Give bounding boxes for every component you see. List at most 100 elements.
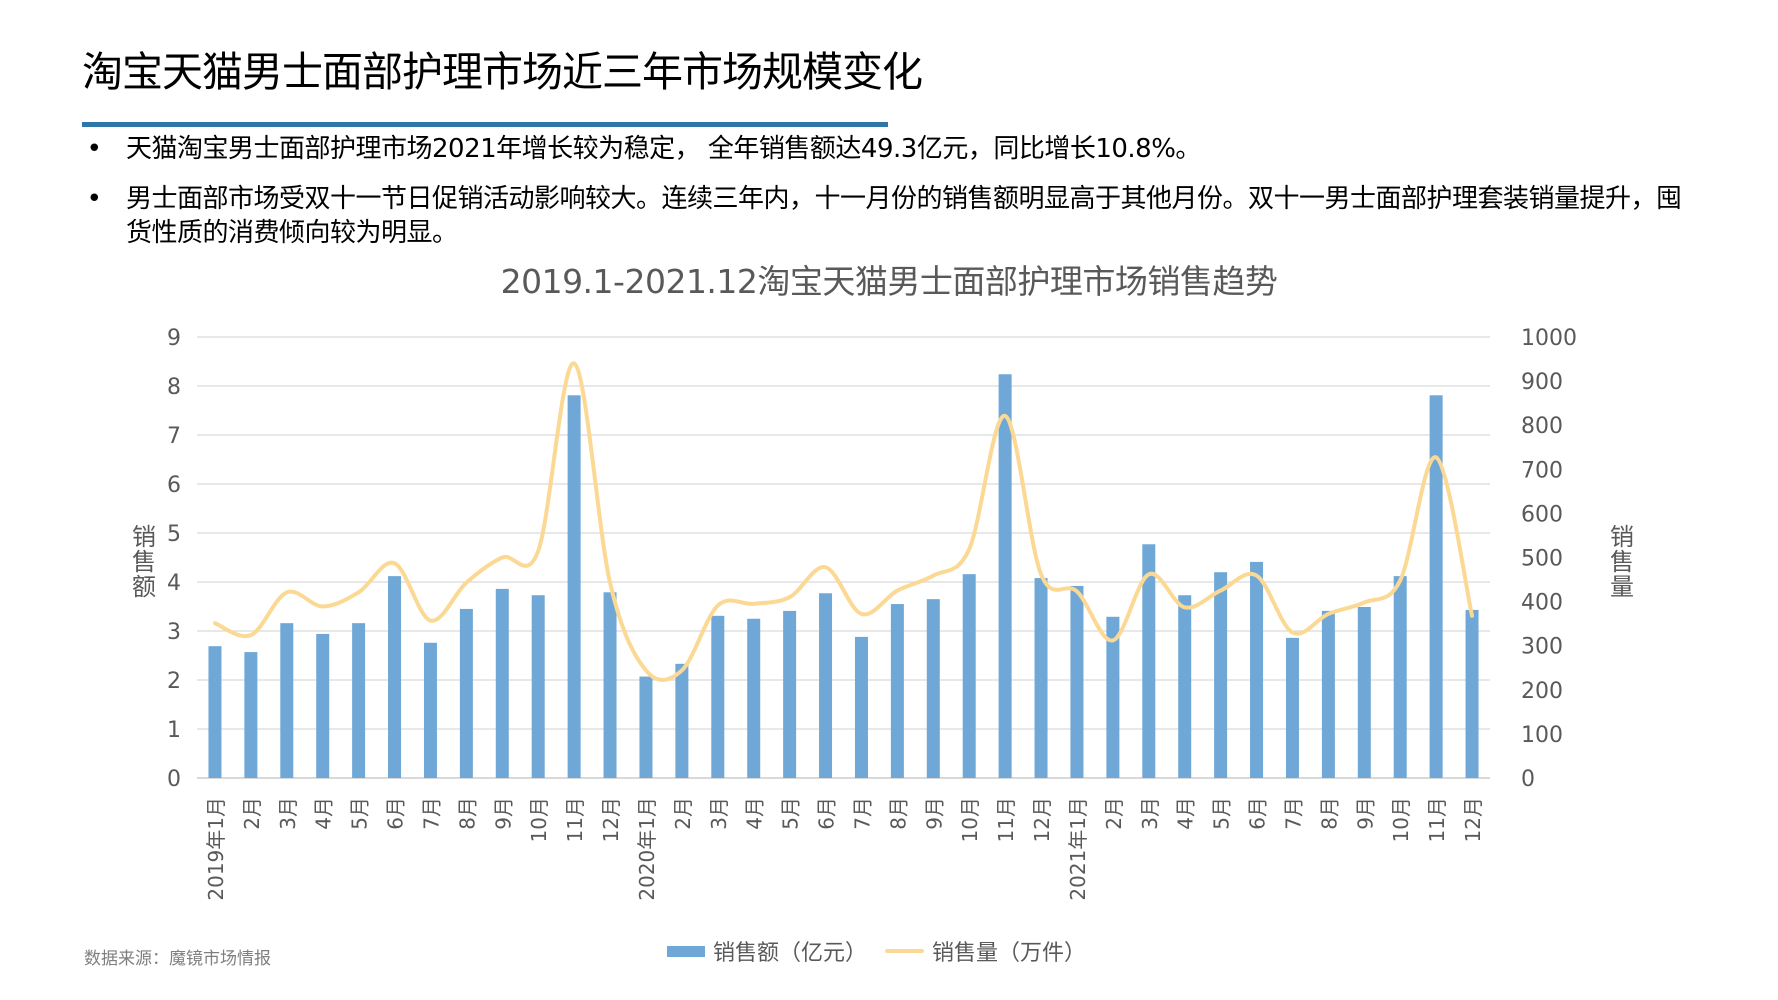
y-tick-label: 0 [167,767,181,792]
y2-axis-title-char: 销 [1610,523,1634,551]
y-tick-label: 1 [167,718,181,743]
bar [423,642,437,778]
y-tick-label: 5 [167,522,181,547]
y2-axis-title-char: 量 [1610,573,1634,601]
legend-item-sales-amount: 销售额（亿元） [667,935,867,967]
x-tick-label: 3月 [707,797,731,830]
bar [854,636,868,778]
bullet-item: • 天猫淘宝男士面部护理市场2021年增长较为稳定， 全年销售额达49.3亿元，… [80,132,1700,166]
bar [890,604,904,778]
bar [1357,606,1371,778]
bar [1321,610,1335,778]
legend-label: 销售量（万件） [932,941,1087,966]
x-tick-label: 6月 [1246,797,1270,830]
y2-tick-label: 500 [1521,547,1563,572]
x-tick-label: 3月 [1138,797,1162,830]
bar [531,595,545,778]
bullet-marker: • [86,134,102,164]
x-tick-label: 10月 [1389,797,1413,842]
y2-axis-title-char: 售 [1610,548,1634,576]
x-tick-label: 2020年1月 [635,797,659,901]
y2-tick-label: 400 [1521,591,1563,616]
x-tick-label: 9月 [1353,797,1377,830]
x-tick-label: 4月 [1174,797,1198,830]
bar [603,592,617,778]
y-axis-title-char: 销 [132,523,156,551]
bar [1285,637,1299,778]
gridlines [197,336,1490,779]
data-source-note: 数据来源：魔镜市场情报 [84,949,271,969]
bar [1142,544,1156,778]
bar [747,618,761,778]
y-axis-title-char: 额 [132,573,156,601]
bar [1178,595,1192,778]
bar [819,593,833,778]
bar [280,623,294,778]
chart-title: 2019.1-2021.12淘宝天猫男士面部护理市场销售趋势 [500,262,1278,301]
x-tick-label: 11月 [1425,797,1449,842]
x-tick-label: 7月 [1281,797,1305,830]
bullet-marker: • [86,184,102,214]
bar [926,599,940,778]
bar [1465,609,1479,778]
x-tick-label: 8月 [455,797,479,830]
x-tick-label: 11月 [994,797,1018,842]
x-tick-label: 7月 [850,797,874,830]
y2-tick-label: 100 [1521,723,1563,748]
y-tick-label: 4 [167,571,181,596]
x-tick-label: 2月 [1102,797,1126,830]
y-tick-label: 6 [167,473,181,498]
x-tick-label: 2月 [240,797,264,830]
bar [567,395,581,778]
x-tick-label: 5月 [348,797,372,830]
y2-tick-label: 800 [1521,414,1563,439]
x-tick-label: 2021年1月 [1066,797,1090,901]
y2-tick-label: 700 [1521,458,1563,483]
x-tick-label: 12月 [1461,797,1485,842]
title-underline [82,122,888,127]
bar [244,652,258,778]
bar [208,646,222,778]
bar [639,676,653,778]
bar [711,615,725,778]
x-tick-label: 12月 [1030,797,1054,842]
x-tick-label: 4月 [743,797,767,830]
bar-series-sales-amount [208,374,1479,778]
bar [1106,616,1120,778]
bar-swatch-icon [667,945,705,957]
y-tick-label: 9 [167,326,181,351]
y-tick-label: 2 [167,669,181,694]
y-axis-right: 0 100 200 300 400 500 600 700 800 900 1000 [1521,326,1577,792]
x-tick-label: 5月 [779,797,803,830]
y2-tick-label: 600 [1521,502,1563,527]
legend-label: 销售额（亿元） [713,941,868,966]
bar [962,574,976,778]
bar [316,633,330,778]
bar [1393,576,1407,778]
bar [675,663,689,778]
y2-tick-label: 900 [1521,370,1563,395]
bar [998,374,1012,778]
y2-tick-label: 200 [1521,679,1563,704]
x-tick-label: 5月 [1210,797,1234,830]
y2-tick-label: 1000 [1521,326,1577,351]
x-tick-label: 6月 [815,797,839,830]
bar [1429,395,1443,778]
bullet-text: 天猫淘宝男士面部护理市场2021年增长较为稳定， 全年销售额达49.3亿元，同比… [126,134,1201,164]
x-tick-label: 8月 [1317,797,1341,830]
x-tick-label: 12月 [599,797,623,842]
x-axis: 2019年1月 2月 3月 4月 5月 6月 7月 8月 9月 10月 11月 12月 2020年1月 2… [204,797,1485,901]
sales-volume-line [212,361,1475,682]
x-tick-label: 9月 [922,797,946,830]
y2-tick-label: 0 [1521,767,1535,792]
page-title: 淘宝天猫男士面部护理市场近三年市场规模变化 [82,48,923,96]
x-tick-label: 2019年1月 [204,797,228,901]
line-swatch-icon [885,949,925,953]
x-tick-label: 10月 [958,797,982,842]
bar [495,588,509,778]
bullet-text: 男士面部市场受双十一节日促销活动影响较大。连续三年内，十一月份的销售额明显高于其… [126,184,1682,248]
y-tick-label: 8 [167,375,181,400]
y-axis-title-char: 售 [132,548,156,576]
bar [783,610,797,778]
